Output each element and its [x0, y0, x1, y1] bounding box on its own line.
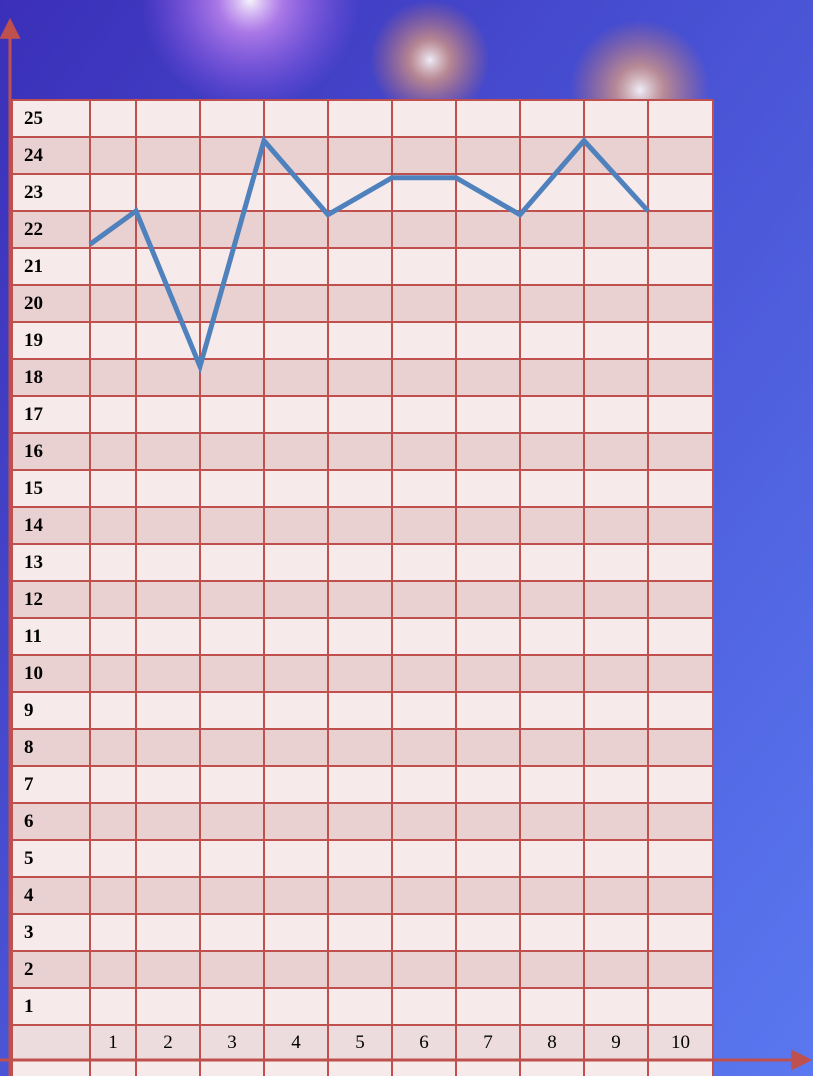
row-band — [12, 840, 713, 877]
y-tick-label: 13 — [24, 552, 43, 573]
row-band — [12, 951, 713, 988]
row-band — [12, 766, 713, 803]
x-tick-label: 10 — [671, 1032, 690, 1053]
page: 1234567891011121314151617181920212223242… — [0, 0, 813, 1076]
row-band — [12, 544, 713, 581]
y-tick-label: 15 — [24, 478, 43, 499]
row-band — [12, 359, 713, 396]
row-band — [12, 655, 713, 692]
y-tick-label: 16 — [24, 441, 43, 462]
row-band — [12, 433, 713, 470]
y-tick-label: 5 — [24, 848, 34, 869]
row-band — [12, 692, 713, 729]
x-tick-label: 7 — [483, 1032, 493, 1053]
x-tick-label: 5 — [355, 1032, 365, 1053]
y-tick-label: 3 — [24, 922, 34, 943]
row-band — [12, 877, 713, 914]
y-tick-label: 10 — [24, 663, 43, 684]
row-band — [12, 248, 713, 285]
y-tick-label: 8 — [24, 737, 34, 758]
y-tick-label: 6 — [24, 811, 34, 832]
y-tick-label: 1 — [24, 996, 34, 1017]
x-tick-label: 6 — [419, 1032, 429, 1053]
row-band — [12, 285, 713, 322]
x-tick-label: 9 — [611, 1032, 621, 1053]
row-band — [12, 470, 713, 507]
row-band — [12, 100, 713, 137]
y-tick-label: 4 — [24, 885, 34, 906]
row-band — [12, 618, 713, 655]
y-tick-label: 21 — [24, 256, 43, 277]
x-tick-label: 2 — [163, 1032, 173, 1053]
row-band — [12, 729, 713, 766]
y-tick-label: 7 — [24, 774, 34, 795]
row-band — [12, 211, 713, 248]
row-band — [12, 322, 713, 359]
row-band — [12, 396, 713, 433]
row-band — [12, 914, 713, 951]
row-band — [12, 507, 713, 544]
row-band — [12, 581, 713, 618]
x-tick-label: 4 — [291, 1032, 301, 1053]
y-tick-label: 18 — [24, 367, 43, 388]
x-tick-label: 8 — [547, 1032, 557, 1053]
y-tick-label: 12 — [24, 589, 43, 610]
row-band — [12, 1060, 713, 1076]
row-band — [12, 803, 713, 840]
y-tick-label: 14 — [24, 515, 44, 536]
y-tick-label: 17 — [24, 404, 44, 425]
y-tick-label: 20 — [24, 293, 43, 314]
grid: 1234567891011121314151617181920212223242… — [12, 100, 713, 1076]
y-tick-label: 19 — [24, 330, 43, 351]
x-tick-label: 1 — [108, 1032, 118, 1053]
y-tick-label: 2 — [24, 959, 34, 980]
y-tick-label: 23 — [24, 182, 43, 203]
row-band — [12, 988, 713, 1025]
y-tick-label: 22 — [24, 219, 43, 240]
y-tick-label: 24 — [24, 145, 44, 166]
chart: 1234567891011121314151617181920212223242… — [0, 0, 813, 1076]
y-tick-label: 11 — [24, 626, 42, 647]
y-tick-label: 25 — [24, 108, 43, 129]
y-tick-label: 9 — [24, 700, 34, 721]
x-tick-label: 3 — [227, 1032, 237, 1053]
